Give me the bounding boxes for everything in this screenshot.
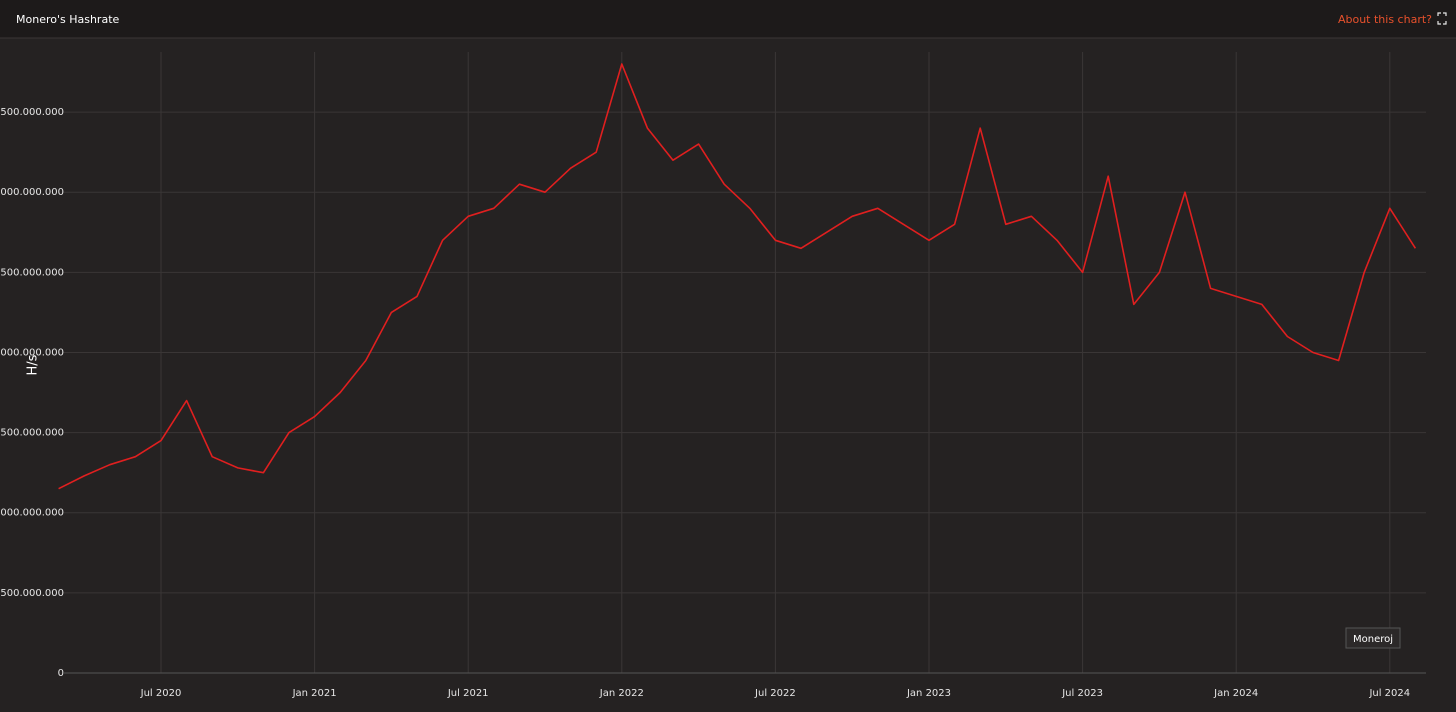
x-tick-label: Jul 2022 xyxy=(754,688,796,699)
x-tick-label: Jan 2021 xyxy=(292,688,337,699)
data-line xyxy=(58,63,1417,490)
x-tick-label: Jul 2021 xyxy=(447,688,489,699)
y-tick-label: 3.500.000.000 xyxy=(0,107,64,118)
header xyxy=(0,0,1456,38)
y-tick-label: 3.000.000.000 xyxy=(0,187,64,198)
x-tick-label: Jan 2023 xyxy=(906,688,951,699)
x-tick-label: Jul 2024 xyxy=(1368,688,1410,699)
y-tick-label: 500.000.000 xyxy=(0,588,64,599)
y-tick-label: 0 xyxy=(58,668,64,679)
x-tick-label: Jan 2022 xyxy=(599,688,644,699)
x-tick-label: Jul 2020 xyxy=(140,688,182,699)
y-axis-label: H/s xyxy=(26,354,41,375)
y-tick-label: 2.500.000.000 xyxy=(0,267,64,278)
chart-title: Monero's Hashrate xyxy=(16,13,120,26)
plot: 0 500.000.000 1.000.000.000 1.500.000.000 2.… xyxy=(0,52,1426,699)
x-tick-label: Jan 2024 xyxy=(1213,688,1258,699)
legend-box xyxy=(1345,627,1401,649)
expand-icon[interactable] xyxy=(1437,12,1447,25)
y-tick-label: 1.000.000.000 xyxy=(0,508,64,519)
x-tick-label: Jul 2023 xyxy=(1061,688,1103,699)
about-link[interactable]: About this chart? xyxy=(1338,13,1432,26)
y-tick-label: 2.000.000.000 xyxy=(0,347,64,358)
legend-entry: Moneroj xyxy=(1353,634,1393,645)
y-tick-label: 1.500.000.000 xyxy=(0,428,64,439)
